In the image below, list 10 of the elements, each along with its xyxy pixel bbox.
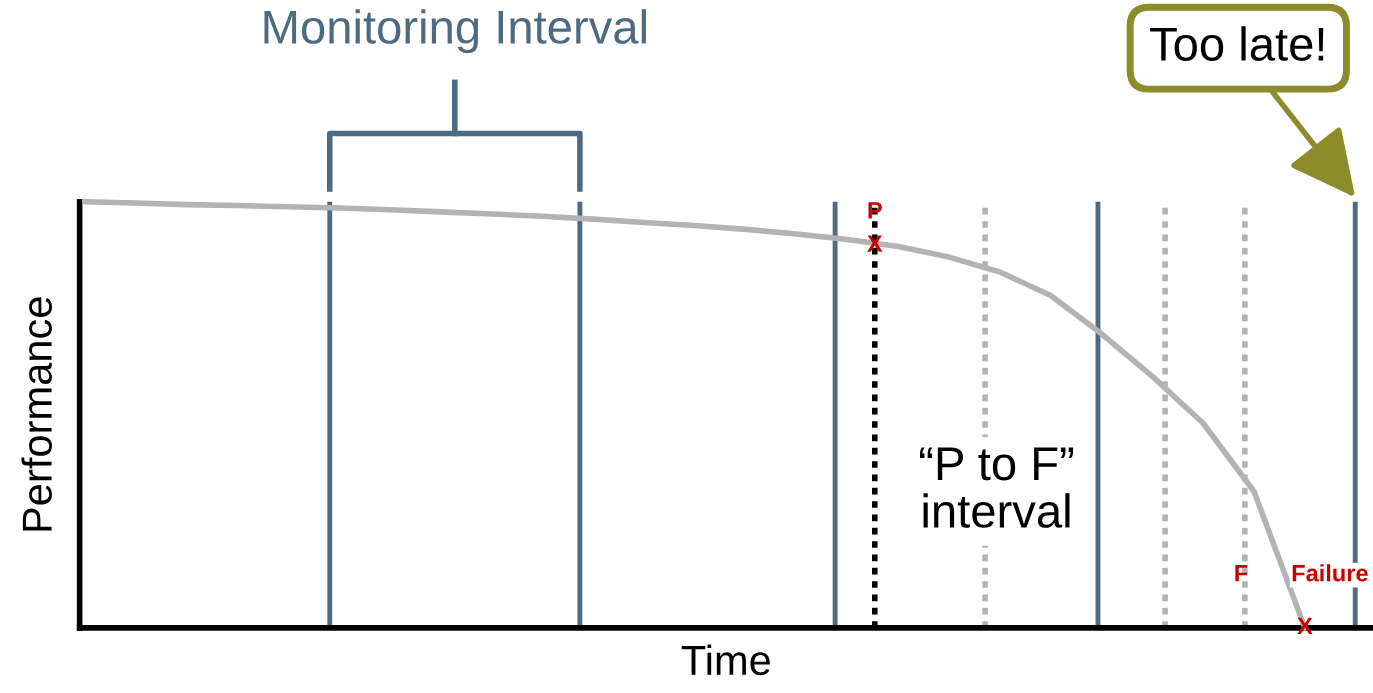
annotation: X	[867, 235, 883, 252]
y-axis-title: Performance	[21, 297, 52, 531]
annotation: “P to F” interval	[919, 447, 1074, 528]
annotation: Failure	[1292, 564, 1368, 582]
x-axis-title: Time	[681, 644, 770, 676]
text: Too late!	[1150, 26, 1324, 61]
annotation: P	[868, 202, 882, 219]
annotation: X	[1297, 617, 1313, 634]
text: Monitoring Interval	[264, 9, 646, 54]
annotation: F	[1235, 565, 1248, 582]
